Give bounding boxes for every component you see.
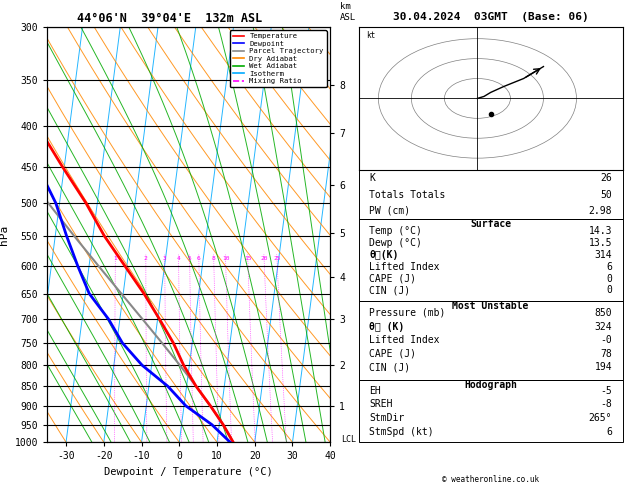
Text: 13.5: 13.5: [589, 238, 612, 248]
Text: Surface: Surface: [470, 219, 511, 229]
Text: 14.3: 14.3: [589, 226, 612, 236]
Text: Temp (°C): Temp (°C): [369, 226, 422, 236]
Text: Dewp (°C): Dewp (°C): [369, 238, 422, 248]
Text: Pressure (mb): Pressure (mb): [369, 308, 445, 318]
Text: Lifted Index: Lifted Index: [369, 262, 440, 272]
Text: LCL: LCL: [342, 435, 357, 444]
Text: CAPE (J): CAPE (J): [369, 274, 416, 283]
Text: StmDir: StmDir: [369, 414, 404, 423]
Text: 6: 6: [606, 262, 612, 272]
Text: 15: 15: [244, 256, 252, 260]
Text: km
ASL: km ASL: [340, 2, 356, 22]
Text: 2.98: 2.98: [589, 206, 612, 216]
Text: CIN (J): CIN (J): [369, 285, 410, 295]
Text: 25: 25: [273, 256, 281, 260]
Text: -8: -8: [601, 399, 612, 410]
Text: 265°: 265°: [589, 414, 612, 423]
Bar: [359, 219, 623, 301]
Text: 6: 6: [606, 427, 612, 437]
Text: 3: 3: [163, 256, 167, 260]
Text: 78: 78: [601, 349, 612, 359]
Text: θᴇ (K): θᴇ (K): [369, 322, 404, 331]
Text: 6: 6: [197, 256, 201, 260]
Text: 194: 194: [594, 363, 612, 372]
X-axis label: Dewpoint / Temperature (°C): Dewpoint / Temperature (°C): [104, 467, 273, 477]
Text: K: K: [369, 174, 375, 183]
Text: -5: -5: [601, 385, 612, 396]
Text: 8: 8: [212, 256, 216, 260]
Text: 20: 20: [260, 256, 268, 260]
Text: Totals Totals: Totals Totals: [369, 190, 445, 200]
Text: CAPE (J): CAPE (J): [369, 349, 416, 359]
Text: Most Unstable: Most Unstable: [452, 301, 529, 311]
Text: Lifted Index: Lifted Index: [369, 335, 440, 345]
Text: 2: 2: [144, 256, 148, 260]
Text: 0: 0: [606, 285, 612, 295]
Text: 26: 26: [601, 174, 612, 183]
Text: 50: 50: [601, 190, 612, 200]
Text: EH: EH: [369, 385, 381, 396]
Text: θᴇ(K): θᴇ(K): [369, 250, 399, 260]
Text: 10: 10: [222, 256, 230, 260]
Text: Hodograph: Hodograph: [464, 380, 517, 390]
Text: 324: 324: [594, 322, 612, 331]
Text: 4: 4: [177, 256, 181, 260]
Text: CIN (J): CIN (J): [369, 363, 410, 372]
Text: -0: -0: [601, 335, 612, 345]
Text: 44°06'N  39°04'E  132m ASL: 44°06'N 39°04'E 132m ASL: [77, 12, 262, 25]
Text: 314: 314: [594, 250, 612, 260]
Text: 850: 850: [594, 308, 612, 318]
Bar: [359, 301, 623, 380]
Text: StmSpd (kt): StmSpd (kt): [369, 427, 434, 437]
Text: kt: kt: [367, 31, 376, 40]
Text: 0: 0: [606, 274, 612, 283]
Text: © weatheronline.co.uk: © weatheronline.co.uk: [442, 474, 539, 484]
Legend: Temperature, Dewpoint, Parcel Trajectory, Dry Adiabat, Wet Adiabat, Isotherm, Mi: Temperature, Dewpoint, Parcel Trajectory…: [230, 30, 326, 87]
Text: PW (cm): PW (cm): [369, 206, 410, 216]
Text: 30.04.2024  03GMT  (Base: 06): 30.04.2024 03GMT (Base: 06): [392, 12, 589, 22]
Text: 1: 1: [113, 256, 117, 260]
Bar: [359, 170, 623, 219]
Bar: [359, 380, 623, 442]
Text: 5: 5: [188, 256, 191, 260]
Y-axis label: hPa: hPa: [0, 225, 9, 244]
Text: SREH: SREH: [369, 399, 392, 410]
